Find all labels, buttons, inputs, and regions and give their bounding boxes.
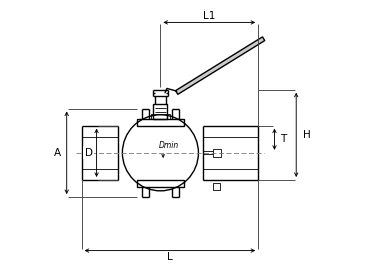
Text: A: A bbox=[54, 148, 61, 158]
Bar bbox=[137, 180, 184, 187]
Bar bbox=[137, 119, 184, 126]
Bar bbox=[213, 183, 220, 189]
Text: L1: L1 bbox=[203, 11, 215, 21]
Bar bbox=[151, 114, 169, 119]
Text: H: H bbox=[303, 130, 311, 140]
Text: L: L bbox=[167, 252, 173, 262]
Text: Dmin: Dmin bbox=[159, 141, 179, 150]
Text: D: D bbox=[85, 148, 93, 158]
Bar bbox=[213, 149, 221, 157]
Polygon shape bbox=[176, 37, 265, 94]
Bar bbox=[153, 104, 168, 119]
Text: T: T bbox=[280, 134, 286, 144]
